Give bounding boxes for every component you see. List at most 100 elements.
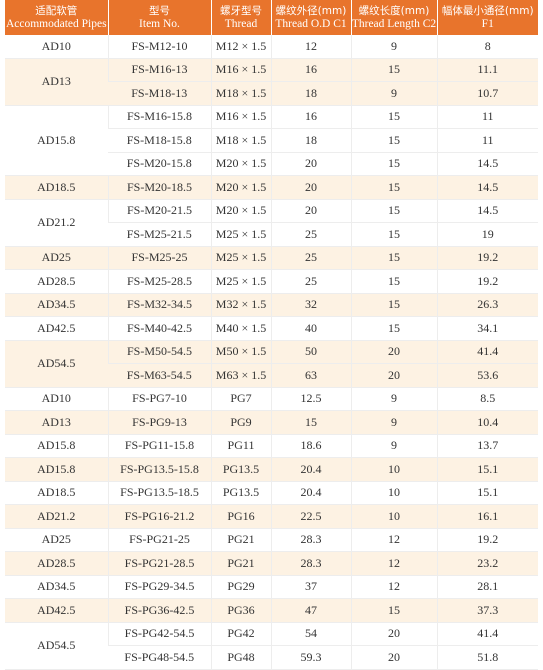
- header-accommodated-pipes: 适配软管 Accommodated Pipes: [5, 0, 108, 35]
- table-row: AD13 FS-PG9-13 PG9 15 9 10.4: [5, 410, 538, 435]
- thread-od-cell: 20.4: [270, 457, 351, 482]
- f1-cell: 26.3: [436, 293, 538, 317]
- item-no-cell: FS-PG7-10: [107, 387, 211, 411]
- thread-od-cell: 37: [270, 575, 351, 599]
- table-row: FS-M18-15.8 M18 × 1.5 18 15 11: [5, 128, 538, 153]
- thread-cell: PG11: [210, 434, 271, 458]
- pipe-cell: AD25: [5, 528, 108, 552]
- thread-cell: PG21: [210, 528, 271, 552]
- item-no-cell: FS-PG16-21.2: [107, 504, 211, 529]
- pipe-cell: AD10: [5, 35, 108, 59]
- table-row: AD15.8 FS-M16-15.8 M16 × 1.5 16 15 11: [5, 105, 538, 176]
- header-thread-od: 螺纹外径(mm) Thread O.D C1: [270, 0, 351, 35]
- header-en: Item No.: [139, 17, 180, 30]
- thread-cell: PG36: [210, 598, 271, 623]
- f1-cell: 53.6: [436, 363, 538, 388]
- thread-length-cell: 12: [350, 575, 437, 599]
- thread-od-cell: 12: [270, 35, 351, 59]
- pipe-cell: AD54.5: [5, 340, 108, 388]
- thread-cell: M50 × 1.5: [210, 340, 271, 364]
- thread-length-cell: 15: [350, 598, 437, 623]
- pipe-cell: AD34.5: [5, 575, 108, 599]
- item-no-cell: FS-M25-28.5: [107, 269, 211, 294]
- thread-length-cell: 15: [350, 152, 437, 176]
- thread-length-cell: 20: [350, 645, 437, 670]
- item-no-cell: FS-PG48-54.5: [108, 645, 211, 670]
- thread-cell: PG13.5: [210, 457, 271, 482]
- table-row: AD25 FS-PG21-25 PG21 28.3 12 19.2: [5, 528, 538, 552]
- pipe-cell: AD13: [5, 410, 108, 435]
- thread-od-cell: 15: [270, 410, 351, 435]
- header-row: 适配软管 Accommodated Pipes 型号 Item No. 螺牙型号 Th…: [5, 0, 538, 35]
- item-no-cell: FS-M20-18.5: [107, 175, 211, 200]
- thread-cell: M63 × 1.5: [210, 363, 271, 388]
- item-no-cell: FS-M20-15.8: [108, 152, 211, 176]
- f1-cell: 16.1: [436, 504, 538, 529]
- item-no-cell: FS-M16-15.8: [107, 105, 211, 129]
- thread-cell: M25 × 1.5: [210, 222, 271, 247]
- pipe-cell: AD15.8: [5, 434, 108, 458]
- thread-cell: PG16: [210, 504, 271, 529]
- thread-cell: M40 × 1.5: [210, 316, 271, 341]
- pipe-cell: AD25: [5, 246, 108, 270]
- thread-od-cell: 63: [270, 363, 351, 388]
- item-no-cell: FS-M20-21.5: [107, 199, 211, 223]
- thread-od-cell: 25: [270, 222, 351, 247]
- item-no-cell: FS-PG36-42.5: [107, 598, 211, 623]
- thread-length-cell: 15: [350, 175, 437, 200]
- thread-cell: M32 × 1.5: [210, 293, 271, 317]
- header-en: F1: [481, 17, 494, 30]
- thread-od-cell: 28.3: [270, 528, 351, 552]
- header-en: Thread O.D C1: [275, 17, 347, 30]
- thread-od-cell: 12.5: [270, 387, 351, 411]
- thread-length-cell: 9: [350, 81, 437, 106]
- f1-cell: 51.8: [436, 645, 538, 670]
- thread-length-cell: 20: [350, 340, 437, 364]
- f1-cell: 10.7: [436, 81, 538, 106]
- thread-od-cell: 16: [270, 105, 351, 129]
- item-no-cell: FS-M32-34.5: [107, 293, 211, 317]
- thread-od-cell: 50: [270, 340, 351, 364]
- thread-od-cell: 59.3: [270, 645, 351, 670]
- pipe-cell: AD42.5: [5, 598, 108, 623]
- table-header: 适配软管 Accommodated Pipes 型号 Item No. 螺牙型号 Th…: [5, 0, 538, 35]
- f1-cell: 11.1: [436, 58, 538, 82]
- f1-cell: 14.5: [436, 152, 538, 176]
- thread-cell: M25 × 1.5: [210, 246, 271, 270]
- pipe-cell: AD34.5: [5, 293, 108, 317]
- thread-od-cell: 20: [270, 175, 351, 200]
- header-f1: 幅体最小通径(mm) F1: [436, 0, 538, 35]
- pipe-cell: AD13: [5, 58, 108, 106]
- item-no-cell: FS-PG21-25: [107, 528, 211, 552]
- f1-cell: 14.5: [436, 175, 538, 200]
- table-row: AD28.5 FS-PG21-28.5 PG21 28.3 12 23.2: [5, 551, 538, 576]
- header-en: Thread Length C2: [351, 17, 437, 30]
- thread-length-cell: 10: [350, 457, 437, 482]
- header-en: Accommodated Pipes: [5, 17, 107, 30]
- thread-length-cell: 20: [350, 622, 437, 646]
- item-no-cell: FS-M18-13: [108, 81, 211, 106]
- pipe-cell: AD10: [5, 387, 108, 411]
- item-no-cell: FS-PG13.5-15.8: [107, 457, 211, 482]
- thread-cell: M16 × 1.5: [210, 58, 271, 82]
- item-no-cell: FS-M25-21.5: [108, 222, 211, 247]
- thread-od-cell: 28.3: [270, 551, 351, 576]
- thread-cell: M25 × 1.5: [210, 269, 271, 294]
- thread-length-cell: 15: [350, 58, 437, 82]
- f1-cell: 13.7: [436, 434, 538, 458]
- table-row: AD10 FS-PG7-10 PG7 12.5 9 8.5: [5, 387, 538, 411]
- table-row: AD34.5 FS-PG29-34.5 PG29 37 12 28.1: [5, 575, 538, 599]
- thread-od-cell: 22.5: [270, 504, 351, 529]
- header-zh: 螺纹外径(mm): [275, 4, 347, 17]
- f1-cell: 41.4: [436, 622, 538, 646]
- pipe-cell: AD21.2: [5, 504, 108, 529]
- thread-cell: PG29: [210, 575, 271, 599]
- item-no-cell: FS-M12-10: [107, 35, 211, 59]
- pipe-cell: AD28.5: [5, 269, 108, 294]
- thread-cell: M20 × 1.5: [210, 175, 271, 200]
- thread-cell: M20 × 1.5: [210, 152, 271, 176]
- thread-length-cell: 12: [350, 528, 437, 552]
- table-row: AD18.5 FS-PG13.5-18.5 PG13.5 20.4 10 15.1: [5, 481, 538, 505]
- table-row: AD10 FS-M12-10 M12 × 1.5 12 9 8: [5, 35, 538, 59]
- pipe-cell: AD28.5: [5, 551, 108, 576]
